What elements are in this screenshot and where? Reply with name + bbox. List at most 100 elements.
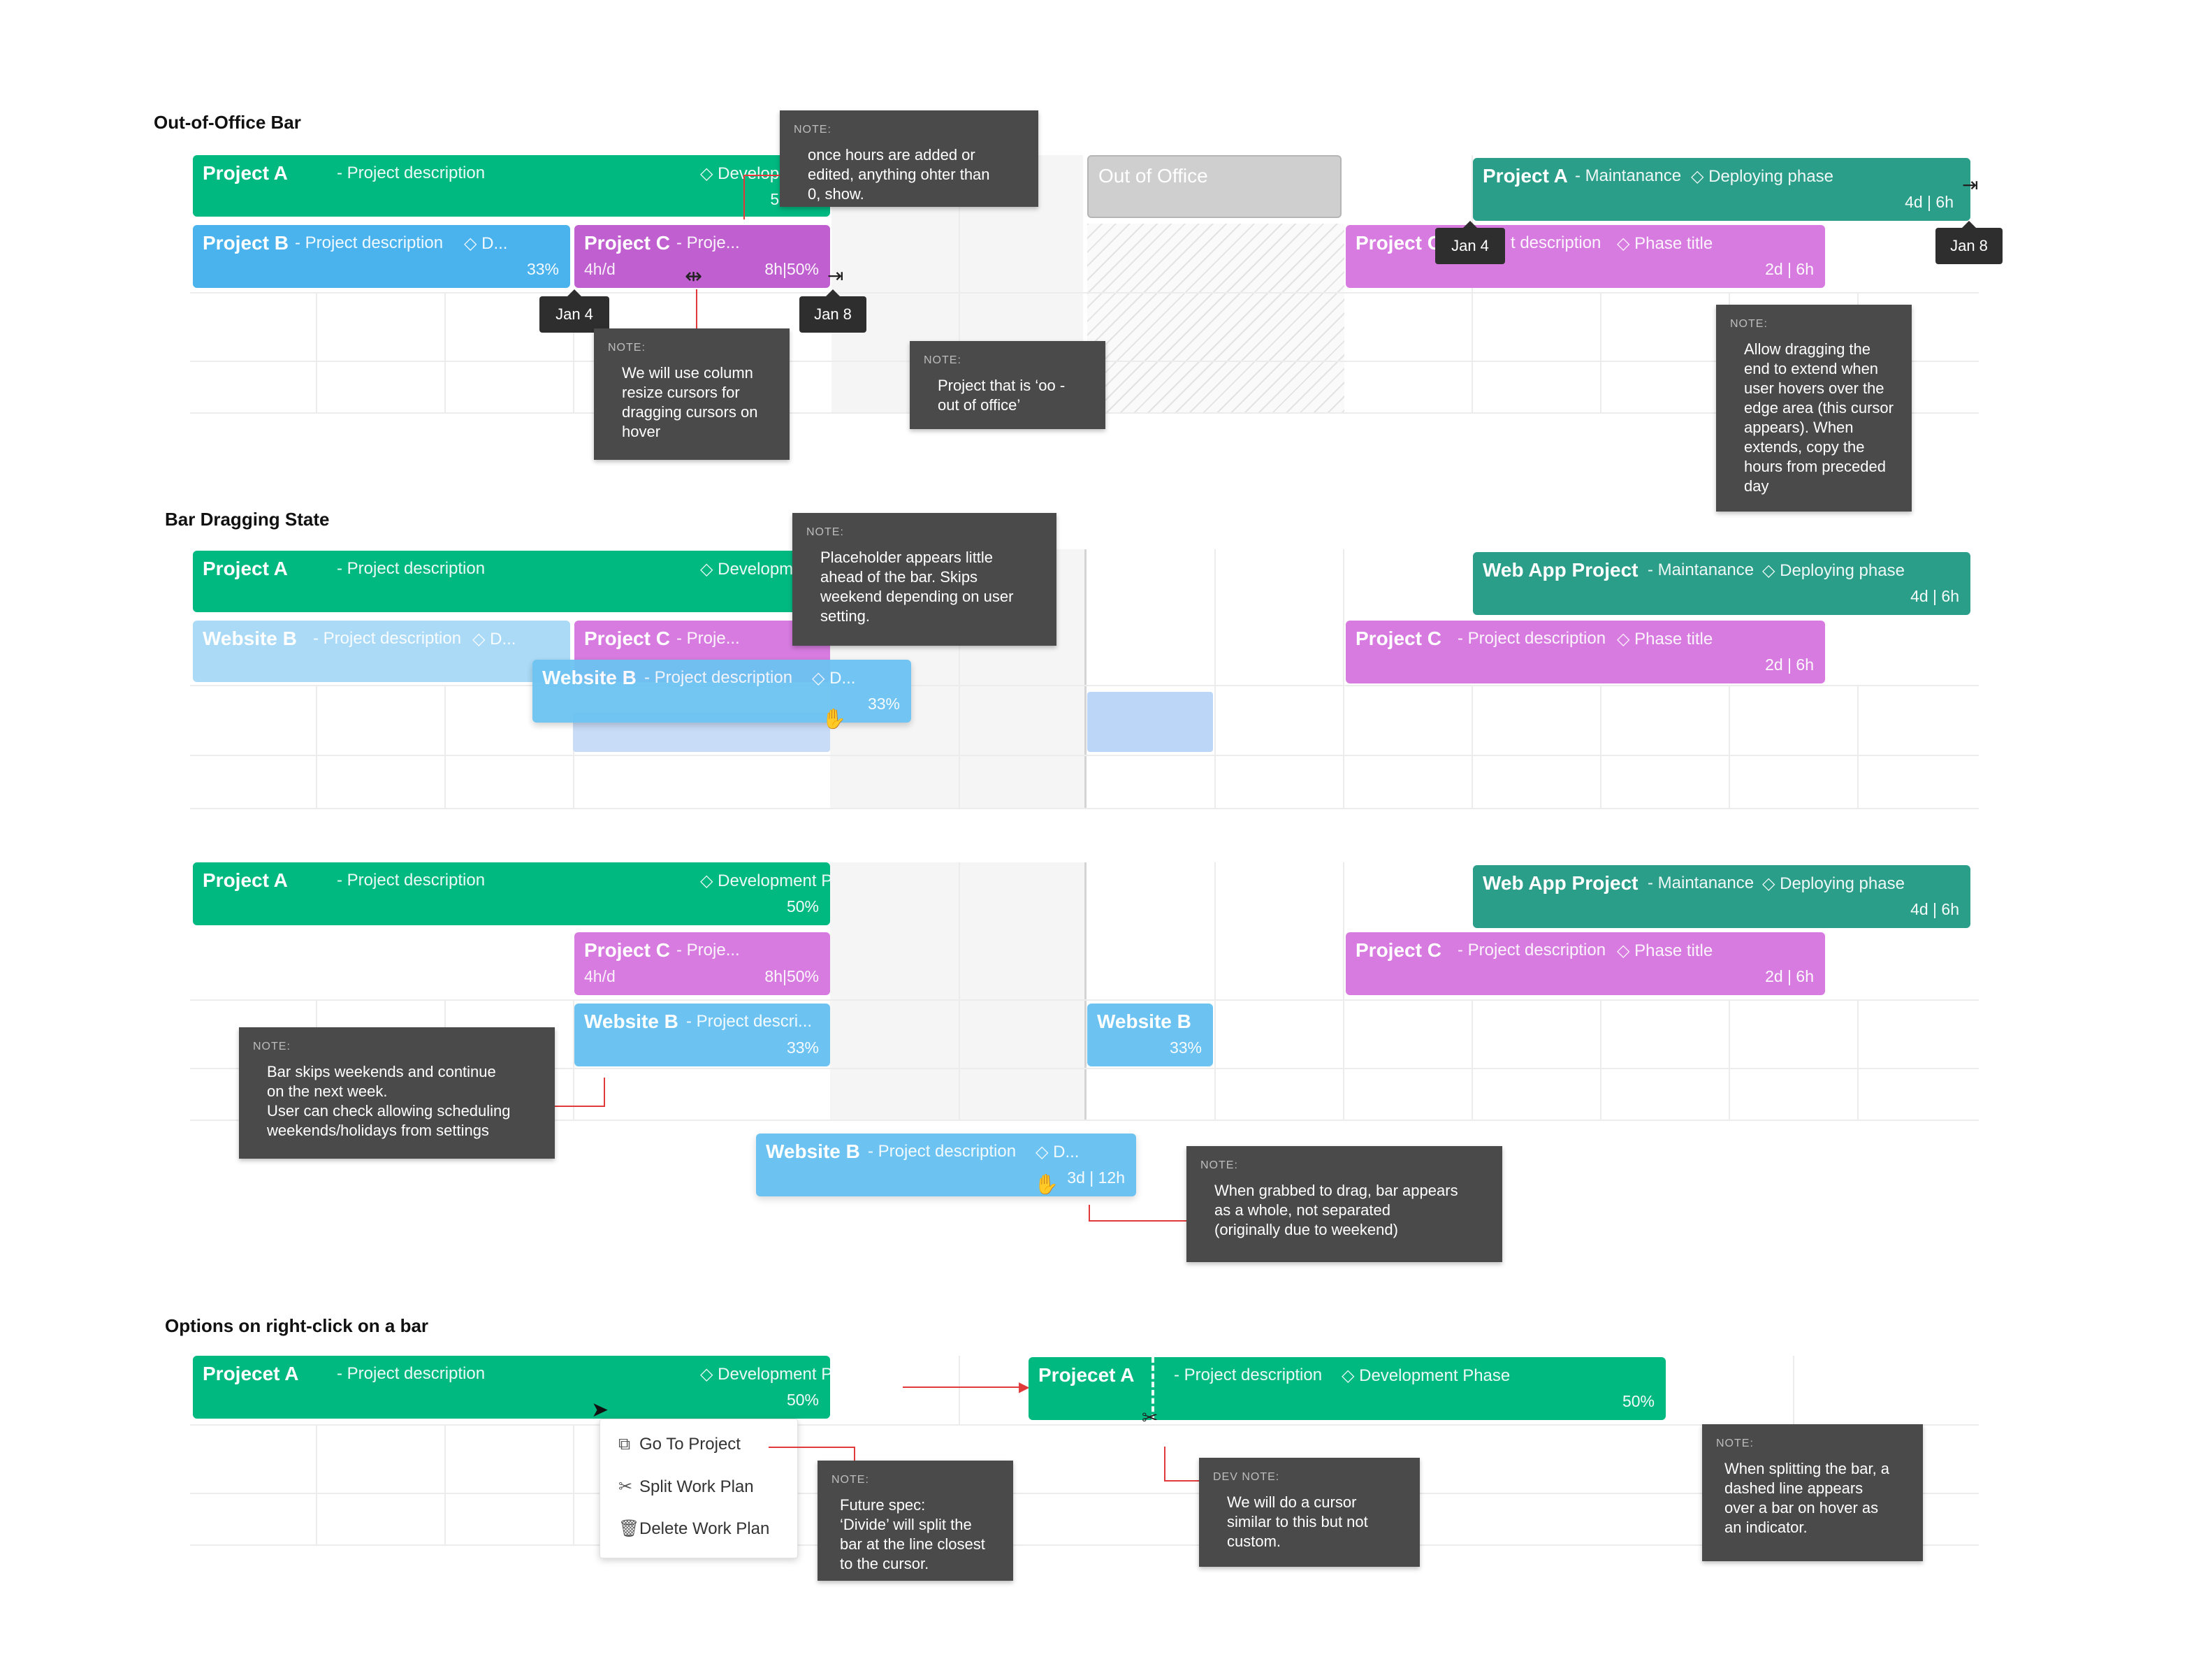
- ooo-label: Out of Office: [1098, 165, 1208, 187]
- bar-description: - Project description: [1458, 629, 1606, 648]
- bar-website-b-dragging[interactable]: Website B - Project description D... 33%: [532, 660, 911, 723]
- bar-web-app-project[interactable]: Web App Project - Maintanance Deploying …: [1473, 865, 1970, 928]
- bar-description: - Project description: [295, 233, 444, 252]
- note-text: Project that is ‘oo - out of office’: [938, 377, 1066, 414]
- note-text: We will use column resize cursors for dr…: [622, 364, 758, 440]
- grid-row-line: [190, 292, 1979, 294]
- note-label: NOTE:: [1730, 318, 1768, 330]
- note-label: DEV NOTE:: [1213, 1471, 1280, 1483]
- bar-name: Project C: [584, 939, 670, 961]
- bar-website-b-whole[interactable]: Website B - Project description D... 3d …: [756, 1134, 1136, 1196]
- note-label: NOTE:: [831, 1474, 869, 1486]
- grid-col-line: [959, 862, 960, 1121]
- bar-project-a-maintanance[interactable]: Project A - Maintanance Deploying phase …: [1473, 158, 1970, 221]
- context-menu-cursor-icon: ➤: [591, 1398, 609, 1421]
- bar-name: Project C: [584, 232, 670, 254]
- bar-name: Website B: [584, 1011, 678, 1032]
- section-title-rightclick: Options on right-click on a bar: [165, 1315, 429, 1336]
- bar-phase: Deploying phase: [1691, 166, 1833, 187]
- menu-item-label: Go To Project: [639, 1435, 741, 1454]
- connector-line: [1089, 1220, 1186, 1222]
- bar-project-c-right[interactable]: Project C - Project description Phase ti…: [1346, 621, 1825, 683]
- bar-duration: 2d | 6h: [1765, 656, 1814, 674]
- bar-description: - Proje...: [676, 941, 740, 960]
- connector-line: [604, 1078, 605, 1106]
- note-label: NOTE:: [608, 342, 646, 354]
- connector-line: [1089, 1205, 1090, 1222]
- note-grab-whole: NOTE: When grabbed to drag, bar appears …: [1186, 1146, 1502, 1262]
- bar-hours-progress: 8h|50%: [764, 967, 819, 985]
- bar-name: Web App Project: [1483, 872, 1639, 894]
- grid-col-line: [1600, 292, 1601, 412]
- grid-col-line: [1214, 549, 1216, 808]
- ooo-hatch-area: [1087, 224, 1344, 414]
- connector-line: [743, 175, 781, 176]
- bar-description: - Project description: [337, 164, 486, 182]
- bar-projecet-a[interactable]: Projecet A - Project description Develop…: [193, 1356, 830, 1419]
- grid-col-line: [573, 1424, 574, 1544]
- bar-name: Website B: [1097, 1011, 1191, 1032]
- bar-project-c-right[interactable]: Project C t description Phase title 2d |…: [1346, 225, 1825, 288]
- note-resize: NOTE: We will use column resize cursors …: [594, 328, 790, 460]
- note-text: When splitting the bar, a dashed line ap…: [1724, 1460, 1890, 1536]
- grid-col-line: [959, 549, 960, 808]
- bar-phase: Phase title: [1617, 233, 1713, 254]
- connector-line: [769, 1447, 855, 1448]
- bar-description: - Project description: [313, 629, 462, 648]
- grid-col-line: [1729, 999, 1730, 1120]
- bar-projecet-a-split[interactable]: Projecet A - Project description Develop…: [1029, 1357, 1666, 1420]
- bar-name: Project C: [1356, 232, 1441, 254]
- bar-duration: 2d | 6h: [1765, 967, 1814, 985]
- bar-web-app-project[interactable]: Web App Project - Maintanance Deploying …: [1473, 552, 1970, 615]
- bar-website-b-part1[interactable]: Website B - Project descri... 33%: [574, 1004, 830, 1066]
- menu-item-split-work-plan[interactable]: ✂ Split Work Plan: [618, 1477, 754, 1497]
- bar-description: - Project description: [868, 1142, 1017, 1161]
- note-text: When grabbed to drag, bar appears as a w…: [1214, 1182, 1458, 1238]
- column-resize-cursor-icon: ⇹: [685, 265, 703, 288]
- bar-project-a[interactable]: Project A - Project description Developm…: [193, 862, 830, 925]
- bar-name: Project A: [203, 162, 288, 184]
- connector-line: [743, 175, 745, 219]
- grid-col-line: [1857, 999, 1859, 1120]
- menu-item-go-to-project[interactable]: ⧉ Go To Project: [618, 1435, 741, 1454]
- context-menu: ⧉ Go To Project ✂ Split Work Plan 🗑Delete …: [600, 1419, 798, 1558]
- date-tooltip-end: Jan 8: [1935, 221, 2003, 264]
- menu-item-delete-work-plan[interactable]: 🗑Delete Work Plan: [618, 1519, 769, 1539]
- grid-col-line: [1857, 685, 1859, 808]
- bar-project-c-right[interactable]: Project C - Project description Phase ti…: [1346, 932, 1825, 995]
- bar-phase: D...: [1036, 1142, 1079, 1162]
- menu-item-label: Split Work Plan: [639, 1477, 754, 1496]
- grid-col-line: [1729, 685, 1730, 808]
- note-text: once hours are added or edited, anything…: [808, 146, 990, 203]
- split-dashed-line: [1152, 1357, 1154, 1420]
- connector-line: [1164, 1447, 1165, 1482]
- bar-website-b-part2[interactable]: Website B 33%: [1087, 1004, 1213, 1066]
- grid-col-line: [444, 292, 446, 412]
- today-line: [1084, 862, 1087, 1121]
- external-link-icon: ⧉: [618, 1435, 631, 1454]
- bar-name: Projecet A: [1038, 1364, 1135, 1386]
- grid-row-line: [190, 685, 1979, 686]
- bar-project-c[interactable]: Project C - Proje... 4h/d 8h|50%: [574, 225, 830, 288]
- bar-project-a[interactable]: Project A - Project description Developm…: [193, 551, 830, 612]
- bar-project-a[interactable]: Project A - Project description Developm…: [193, 155, 830, 217]
- bar-project-b[interactable]: Project B - Project description D... 33%: [193, 225, 570, 288]
- bar-progress: 33%: [526, 260, 559, 278]
- menu-item-label: Delete Work Plan: [639, 1519, 770, 1538]
- bar-name: Project C: [1356, 628, 1441, 649]
- bar-progress: 50%: [1622, 1392, 1655, 1410]
- weekend-column: [830, 862, 1086, 1121]
- grid-col-line: [1343, 862, 1344, 1121]
- bar-project-c[interactable]: Project C - Proje... 4h/d 8h|50%: [574, 932, 830, 995]
- section-title-dragging: Bar Dragging State: [165, 509, 330, 530]
- bar-name: Project C: [1356, 939, 1441, 961]
- bar-description: t description: [1511, 233, 1601, 252]
- connector-line: [854, 1447, 855, 1462]
- connector-line: [696, 289, 697, 328]
- note-text: Bar skips weekends and continue on the n…: [267, 1063, 511, 1139]
- grid-row-line: [190, 755, 1979, 756]
- note-text: Future spec: ‘Divide’ will split the bar…: [840, 1496, 985, 1572]
- bar-out-of-office[interactable]: Out of Office: [1087, 155, 1342, 218]
- grid-col-line: [1793, 1356, 1794, 1426]
- grid-col-line: [316, 685, 317, 808]
